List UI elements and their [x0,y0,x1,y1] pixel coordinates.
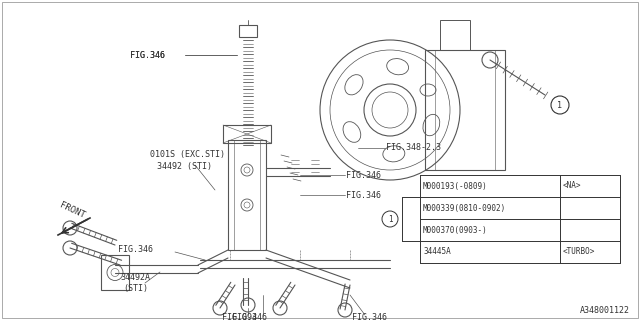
Text: FRONT: FRONT [58,200,86,220]
Text: FIG.346: FIG.346 [346,190,381,199]
Bar [239,25,257,37]
Text: 0101S (EXC.STI): 0101S (EXC.STI) [150,150,225,159]
Bar [425,50,505,170]
Text: M000339(0810-0902): M000339(0810-0902) [423,204,506,212]
Text: M000193(-0809): M000193(-0809) [423,181,488,190]
Text: FIG.346: FIG.346 [232,314,267,320]
Text: M000370(0903-): M000370(0903-) [423,226,488,235]
Bar [101,255,129,290]
Bar [440,20,470,50]
Bar [223,125,271,143]
Text: FIG.346: FIG.346 [352,314,387,320]
Text: FIG.094: FIG.094 [222,314,257,320]
Text: <TURBO>: <TURBO> [563,247,595,257]
Text: 1: 1 [557,100,563,109]
Text: 34445A: 34445A [423,247,451,257]
Text: FIG.348-2.3: FIG.348-2.3 [386,143,441,153]
Text: <NA>: <NA> [563,181,582,190]
Text: FIG.346: FIG.346 [130,51,165,60]
Text: 34492A: 34492A [120,274,150,283]
Text: 1: 1 [388,214,392,223]
Text: FIG.346: FIG.346 [130,51,165,60]
Text: FIG.346: FIG.346 [118,244,153,253]
Text: 34492 (STI): 34492 (STI) [157,163,212,172]
Text: FIG.346: FIG.346 [346,171,381,180]
Text: A348001122: A348001122 [580,306,630,315]
Text: (STI): (STI) [123,284,148,293]
Bar [228,140,266,250]
